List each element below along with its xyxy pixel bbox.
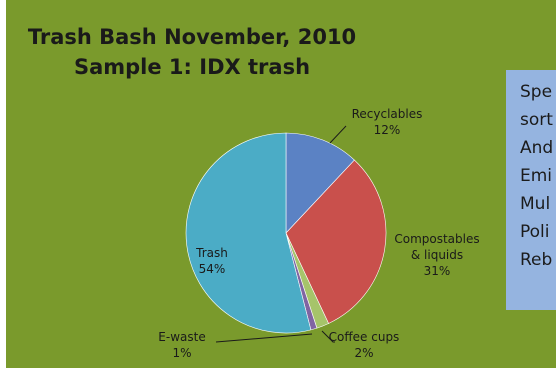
side-text-line: sort bbox=[520, 110, 553, 130]
slice-label: Compostables & liquids 31% bbox=[394, 232, 479, 278]
side-text-line: And bbox=[520, 138, 554, 158]
side-text-line: Reb bbox=[520, 250, 553, 270]
side-text-line: Emi bbox=[520, 166, 553, 186]
pie-slice-recyclables bbox=[285, 132, 355, 234]
pie-slice-compostables-liquids bbox=[285, 159, 387, 324]
pie-slice-trash bbox=[185, 132, 312, 334]
chart-title-line-2: Sample 1: IDX trash bbox=[73, 55, 311, 79]
slice-label: Recyclables 12% bbox=[352, 107, 423, 137]
chart-title: Trash Bash November, 2010 Sample 1: IDX … bbox=[6, 22, 556, 82]
side-text-box: Spe sort And Emi Mul Poli Reb bbox=[506, 70, 556, 310]
side-text-line: Mul bbox=[520, 194, 551, 214]
leader-line bbox=[321, 330, 335, 343]
chart-title-line-1: Trash Bash November, 2010 bbox=[27, 25, 357, 49]
side-text-line: Poli bbox=[520, 222, 550, 242]
leader-line bbox=[329, 125, 347, 144]
leader-line bbox=[215, 333, 313, 343]
slice-label: E-waste 1% bbox=[158, 330, 205, 360]
side-text-line: Spe bbox=[520, 82, 553, 102]
slice-label: Coffee cups 2% bbox=[329, 330, 400, 360]
slice-label: Trash 54% bbox=[195, 246, 228, 276]
